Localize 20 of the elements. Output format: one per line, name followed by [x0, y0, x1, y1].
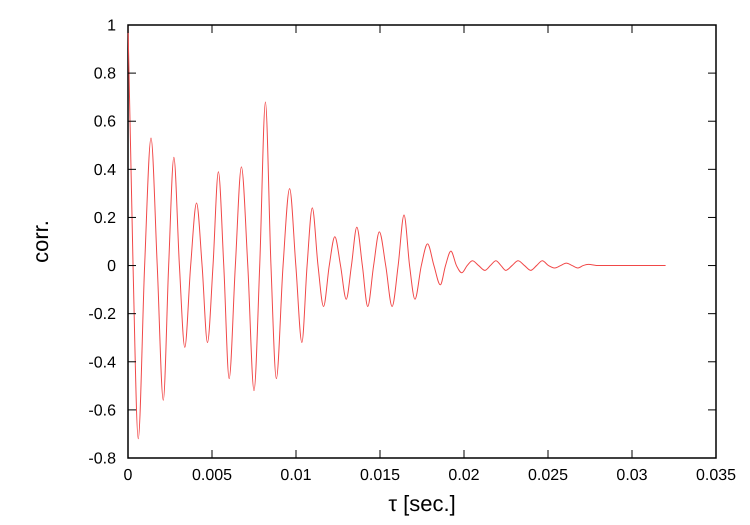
y-tick-label: 0.4: [94, 162, 116, 179]
y-tick-label: 0.8: [94, 66, 116, 83]
y-tick-label: 0.2: [94, 210, 116, 227]
x-tick-label: 0.03: [616, 467, 648, 484]
y-tick-label: 0.6: [94, 114, 116, 131]
x-tick-label: 0.01: [280, 467, 312, 484]
y-tick-label: -0.2: [88, 306, 116, 324]
y-tick-label: -0.4: [88, 354, 116, 372]
y-axis-title: corr.: [28, 220, 53, 263]
y-tick-label: -0.6: [88, 402, 116, 420]
y-tick-label: 1: [107, 18, 116, 34]
y-tick-label: -0.8: [88, 450, 116, 468]
x-tick-label: 0: [124, 467, 133, 484]
y-tick-label: 0: [107, 258, 116, 276]
x-tick-label: 0.015: [360, 467, 400, 484]
x-tick-label: 0.02: [448, 467, 480, 484]
x-tick-label: 0.035: [696, 467, 736, 484]
x-tick-label: 0.025: [528, 467, 568, 484]
x-axis-title: τ [sec.]: [388, 491, 456, 516]
x-tick-label: 0.005: [192, 467, 232, 484]
